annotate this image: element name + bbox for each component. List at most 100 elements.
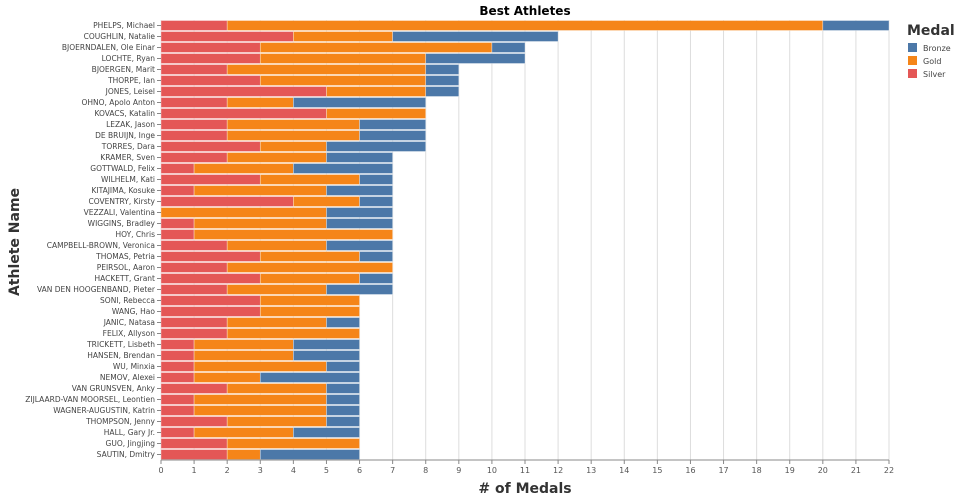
bar-segment-silver — [160, 152, 228, 163]
bar-segment-silver — [160, 251, 261, 262]
y-tick-label: JANIC, Natasa — [103, 318, 155, 327]
x-tick-label: 21 — [851, 466, 861, 475]
bar-segment-bronze — [326, 141, 427, 152]
y-tick-label: WANG, Hao — [112, 307, 156, 316]
bar-segment-silver — [160, 317, 228, 328]
y-axis-title: Athlete Name — [7, 188, 23, 296]
y-tick-label: ZIJLAARD-VAN MOORSEL, Leontien — [25, 395, 155, 404]
bar-segment-bronze — [326, 240, 393, 251]
bar-segment-silver — [160, 306, 261, 317]
bar-segment-gold — [226, 152, 327, 163]
y-tick-label: GUO, Jingjing — [106, 439, 156, 448]
bar-segment-bronze — [359, 196, 393, 207]
bar-segment-gold — [226, 328, 360, 339]
bar-segment-gold — [226, 383, 327, 394]
bar-segment-gold — [226, 317, 327, 328]
legend-swatch-bronze — [908, 43, 917, 52]
bar-segment-gold — [193, 229, 393, 240]
bar-segment-gold — [226, 119, 360, 130]
bar-segment-gold — [293, 31, 393, 42]
bar-segment-bronze — [326, 218, 393, 229]
bar-segment-silver — [160, 31, 294, 42]
legend-label: Bronze — [923, 44, 951, 53]
bar-segment-bronze — [326, 383, 360, 394]
x-tick-label: 6 — [357, 466, 362, 475]
bar-segment-gold — [259, 251, 360, 262]
bar-segment-silver — [160, 174, 261, 185]
y-tick-label: LOCHTE, Ryan — [102, 54, 156, 63]
x-axis: 0 1 2 3 4 5 6 7 8 9 10 11 12 13 14 15 16 17 18 19 20 21 22 — [158, 459, 894, 475]
bar-segment-gold — [259, 306, 360, 317]
bar-segment-bronze — [359, 273, 393, 284]
bar-segment-silver — [160, 295, 261, 306]
x-tick-label: 20 — [818, 466, 828, 475]
bar-segment-gold — [193, 427, 294, 438]
bar-segment-gold — [193, 185, 327, 196]
bar-segment-silver — [160, 229, 195, 240]
bar-segment-silver — [160, 350, 195, 361]
bar-segment-gold — [226, 416, 327, 427]
x-tick-label: 9 — [456, 466, 461, 475]
bar-segment-gold — [259, 141, 327, 152]
bar-segment-gold — [193, 361, 327, 372]
bar-segment-bronze — [425, 86, 460, 97]
bar-segment-silver — [160, 64, 228, 75]
legend-title: Medal — [907, 23, 955, 39]
bar-segment-silver — [160, 20, 228, 31]
bar-segment-silver — [160, 273, 261, 284]
y-tick-label: WU, Minxia — [113, 362, 155, 371]
bar-segment-silver — [160, 372, 195, 383]
y-tick-label: TRICKETT, Lisbeth — [86, 340, 155, 349]
bars — [160, 20, 890, 460]
bar-segment-bronze — [326, 207, 393, 218]
x-tick-label: 18 — [752, 466, 762, 475]
bar-segment-silver — [160, 427, 195, 438]
bar-segment-bronze — [259, 449, 360, 460]
bar-segment-gold — [193, 339, 294, 350]
bar-segment-gold — [193, 350, 294, 361]
x-tick-label: 16 — [685, 466, 695, 475]
bar-segment-bronze — [293, 350, 360, 361]
x-tick-label: 2 — [225, 466, 230, 475]
y-tick-label: KRAMER, Sven — [100, 153, 155, 162]
y-tick-label: PHELPS, Michael — [93, 21, 155, 30]
y-tick-label: HOY, Chris — [115, 230, 155, 239]
bar-segment-bronze — [326, 361, 360, 372]
bar-segment-gold — [226, 130, 360, 141]
bar-segment-bronze — [425, 75, 460, 86]
bar-segment-bronze — [425, 53, 526, 64]
y-tick-label: SAUTIN, Dmitry — [97, 450, 156, 459]
x-tick-label: 1 — [192, 466, 197, 475]
bar-segment-bronze — [326, 416, 360, 427]
bar-segment-silver — [160, 449, 228, 460]
bar-segment-gold — [226, 438, 360, 449]
bar-segment-bronze — [326, 284, 393, 295]
bar-segment-silver — [160, 438, 228, 449]
x-tick-label: 12 — [553, 466, 563, 475]
bar-segment-gold — [226, 20, 824, 31]
bar-segment-silver — [160, 328, 228, 339]
bar-segment-silver — [160, 75, 261, 86]
x-tick-label: 17 — [718, 466, 728, 475]
bar-segment-bronze — [326, 394, 360, 405]
bar-segment-bronze — [359, 119, 427, 130]
y-tick-label: KOVACS, Katalin — [94, 109, 155, 118]
x-tick-label: 3 — [258, 466, 263, 475]
bar-segment-gold — [193, 372, 261, 383]
bar-segment-gold — [193, 405, 327, 416]
bar-segment-gold — [326, 86, 427, 97]
y-tick-label: GOTTWALD, Felix — [90, 164, 155, 173]
legend-swatch-gold — [908, 56, 917, 65]
bar-segment-gold — [259, 42, 493, 53]
bar-segment-silver — [160, 130, 228, 141]
chart-title: Best Athletes — [479, 4, 570, 18]
bar-segment-silver — [160, 240, 228, 251]
bar-segment-silver — [160, 196, 294, 207]
bar-segment-bronze — [425, 64, 460, 75]
bar-segment-gold — [259, 53, 427, 64]
bar-segment-silver — [160, 405, 195, 416]
bar-segment-bronze — [293, 427, 360, 438]
legend: Medal Bronze Gold Silver — [907, 23, 955, 79]
bar-segment-bronze — [293, 163, 393, 174]
